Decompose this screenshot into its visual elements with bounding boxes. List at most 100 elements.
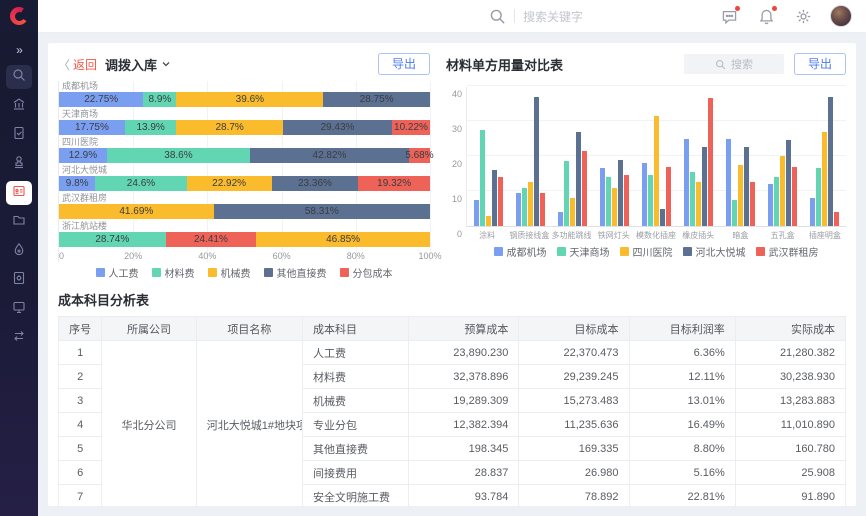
bar-segment: 8.9% — [143, 92, 177, 107]
legend-label: 人工费 — [108, 269, 139, 280]
bar-segment: 22.75% — [59, 92, 144, 107]
global-search[interactable]: 搜索关键字 — [489, 8, 611, 25]
table-row: 4 专业分包 12,382.394 11,235.636 16.49% 11,010.89… — [57, 412, 847, 437]
table-cell: 15,273.483 — [518, 388, 630, 413]
bar — [792, 166, 798, 226]
bar — [786, 140, 792, 226]
stacked-bar-row: 浙江航站楼 28.74% 24.41% 46.85% — [59, 221, 430, 247]
table-row: 7 安全文明施工费 93.784 78.892 22.81% 91.890 — [57, 484, 847, 506]
table-cell: 23,890.230 — [408, 340, 520, 365]
category-label: 成都机场 — [62, 81, 99, 91]
bar-segment: 10.22% — [392, 120, 430, 135]
bar-segment: 19.32% — [358, 176, 430, 191]
table-cell: 12,382.394 — [408, 412, 520, 437]
global-search-placeholder: 搜索关键字 — [523, 9, 584, 24]
table-cell: 材料费 — [301, 364, 410, 389]
search-icon — [12, 68, 26, 87]
bar-segment: 23.36% — [271, 176, 359, 191]
right-export-button[interactable]: 导出 — [793, 53, 846, 75]
bar — [527, 182, 533, 226]
sidebar-item-document-check[interactable] — [6, 123, 32, 147]
legend-item[interactable]: 机械费 — [207, 265, 251, 280]
table-header-cell: 项目名称 — [195, 316, 303, 341]
gridline — [430, 81, 431, 262]
x-category-label: 插座明盒 — [808, 231, 841, 240]
category-label: 武汉群租房 — [62, 193, 108, 203]
bar-segment: 42.82% — [250, 148, 409, 163]
sidebar-item-transfer[interactable] — [6, 326, 32, 350]
x-tick-label: 60% — [272, 251, 291, 261]
logo-icon — [10, 7, 28, 25]
table-cell: 2 — [57, 364, 103, 389]
sidebar-item-monitor[interactable] — [6, 297, 32, 321]
chart-search-input[interactable]: 搜索 — [683, 54, 784, 74]
legend-label: 天津商场 — [569, 248, 610, 259]
bar — [515, 192, 521, 226]
legend-item[interactable]: 材料费 — [151, 265, 195, 280]
bar — [599, 168, 605, 226]
bar — [816, 168, 822, 226]
x-tick-label: 40% — [198, 251, 217, 261]
sidebar-item-bank[interactable] — [6, 94, 32, 118]
chevron-down-icon[interactable] — [161, 59, 171, 69]
x-category-label: 钢质接线盒 — [509, 231, 550, 240]
left-export-button[interactable]: 导出 — [377, 53, 430, 75]
sidebar-item-stamp[interactable] — [6, 152, 32, 176]
legend-item[interactable]: 天津商场 — [556, 244, 610, 259]
table-cell: 11,010.890 — [734, 412, 847, 437]
divider — [514, 9, 515, 23]
table-cell: 8.80% — [628, 436, 736, 461]
sidebar-item-folder[interactable] — [6, 210, 32, 234]
table-cell: 5 — [57, 436, 103, 461]
y-tick-label: 30 — [451, 124, 462, 134]
stacked-bar-row: 天津商场 17.75% 13.9% 28.7% 29.43% 10.22% — [59, 109, 430, 135]
table-cell: 6 — [57, 460, 103, 485]
x-category-label: 多功能跳线 — [551, 231, 592, 240]
x-axis: 0 20% 40% 60% 80% 100% — [59, 249, 442, 262]
user-avatar[interactable] — [830, 5, 852, 27]
table-cell: 25.908 — [734, 460, 847, 485]
x-tick-label: 20% — [124, 251, 143, 261]
sidebar-item-droplet[interactable] — [6, 239, 32, 263]
transfer-icon — [12, 329, 26, 348]
category-label: 浙江航站楼 — [62, 221, 108, 231]
legend-item[interactable]: 武汉群租房 — [755, 244, 819, 259]
sidebar-item-id-card[interactable] — [6, 181, 32, 205]
legend-swatch — [339, 268, 349, 277]
table-cell: 29,239.245 — [518, 364, 630, 389]
legend-item[interactable]: 四川医院 — [619, 244, 673, 259]
document-gear-icon — [12, 271, 26, 290]
notifications-bell-icon[interactable] — [758, 5, 777, 25]
bar — [665, 166, 671, 226]
bar — [641, 163, 647, 226]
sidebar-item-document-gear[interactable] — [6, 268, 32, 292]
table-cell: 19,289.309 — [408, 388, 520, 413]
bank-icon — [12, 97, 26, 116]
legend-item[interactable]: 人工费 — [95, 265, 139, 280]
bar — [491, 170, 497, 226]
legend-swatch — [619, 247, 629, 256]
sidebar-item-search[interactable] — [6, 65, 32, 89]
legend-item[interactable]: 河北大悦城 — [682, 244, 746, 259]
bar — [647, 175, 653, 226]
table-cell: 11,235.636 — [518, 412, 630, 437]
table-cell: 安全文明施工费 — [301, 484, 410, 506]
y-axis: 0 10 20 30 40 — [446, 87, 466, 239]
legend-item[interactable]: 分包成本 — [339, 265, 393, 280]
settings-gear-icon[interactable] — [795, 8, 812, 25]
back-chevron-icon: 〈 — [58, 57, 71, 72]
bar — [828, 96, 834, 226]
bar — [696, 182, 702, 226]
app-logo[interactable] — [0, 0, 38, 33]
legend-item[interactable]: 成都机场 — [493, 244, 547, 259]
bar-segment: 17.75% — [59, 120, 125, 135]
bar-segment: 58.31% — [213, 204, 430, 219]
gridline — [281, 81, 283, 262]
legend-item[interactable]: 其他直接费 — [263, 265, 327, 280]
sidebar-expand-icon[interactable]: » — [16, 43, 23, 57]
back-link[interactable]: 返回 — [73, 57, 98, 72]
table-cell: 1 — [57, 340, 103, 365]
bar — [810, 198, 816, 226]
transfer-inbound-chart-panel: 〈 返回 调拨入库 导出 成都机场 22.75% 8.9% 39.6% 28.75% 天津… — [58, 51, 442, 281]
messages-icon[interactable] — [721, 5, 740, 25]
